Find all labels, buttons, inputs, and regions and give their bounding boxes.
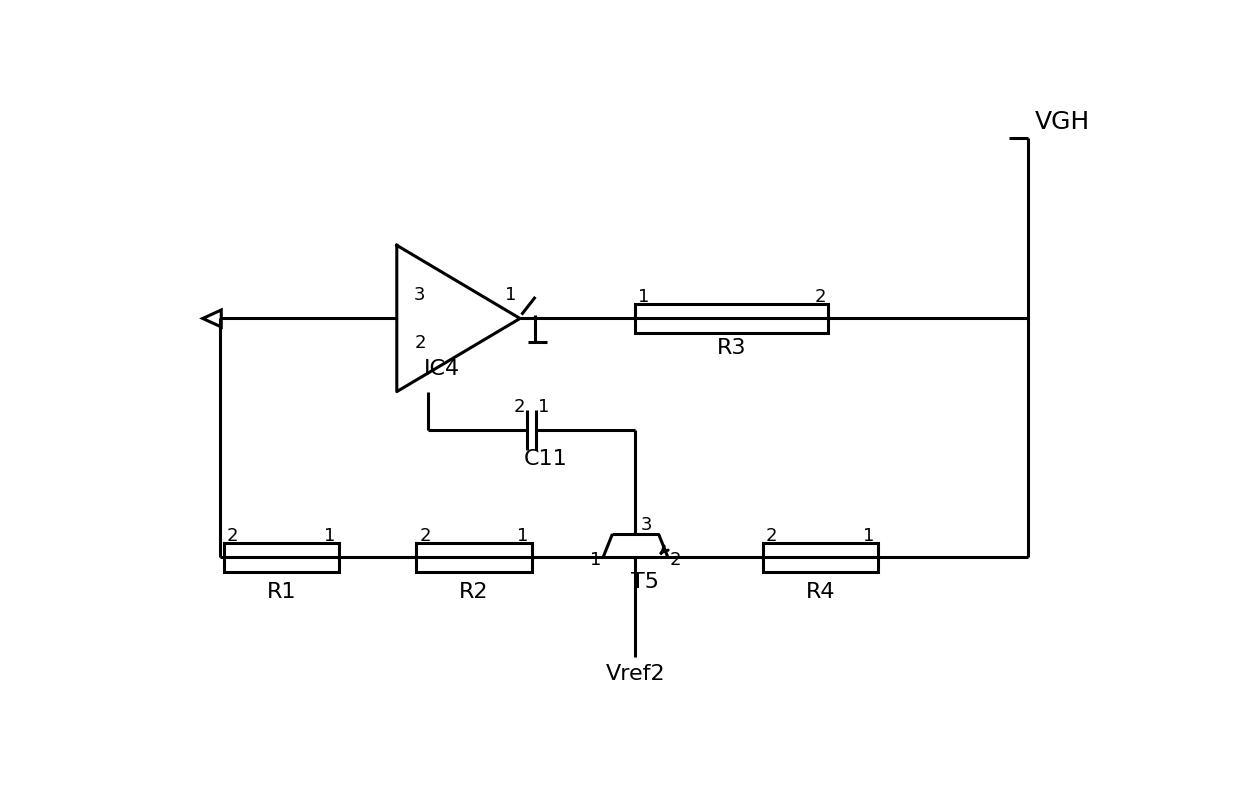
Text: 1: 1 [538,398,549,416]
Text: 3: 3 [414,286,425,305]
Text: 1: 1 [324,527,336,545]
Bar [635,304,828,333]
Text: R2: R2 [459,582,489,602]
Text: 2: 2 [670,551,681,569]
Text: R4: R4 [806,582,835,602]
Text: VGH: VGH [1034,109,1090,134]
Text: T5: T5 [631,572,658,592]
Text: R1: R1 [267,582,296,602]
Text: 1: 1 [517,527,528,545]
Text: 1: 1 [505,286,516,305]
Text: 2: 2 [419,527,432,545]
Text: IC4: IC4 [423,358,460,378]
Text: 1: 1 [863,527,874,545]
Bar [223,542,339,572]
Text: 1: 1 [637,288,649,306]
Text: Vref2: Vref2 [605,665,666,684]
Bar [417,542,532,572]
Text: R3: R3 [717,338,746,358]
Text: C11: C11 [523,450,567,469]
Text: 1: 1 [590,551,601,569]
Text: 2: 2 [227,527,238,545]
Text: 2: 2 [513,398,525,416]
Bar [763,542,878,572]
Text: 2: 2 [414,334,425,352]
Text: 2: 2 [766,527,777,545]
Text: 3: 3 [641,515,652,534]
Text: 2: 2 [815,288,826,306]
